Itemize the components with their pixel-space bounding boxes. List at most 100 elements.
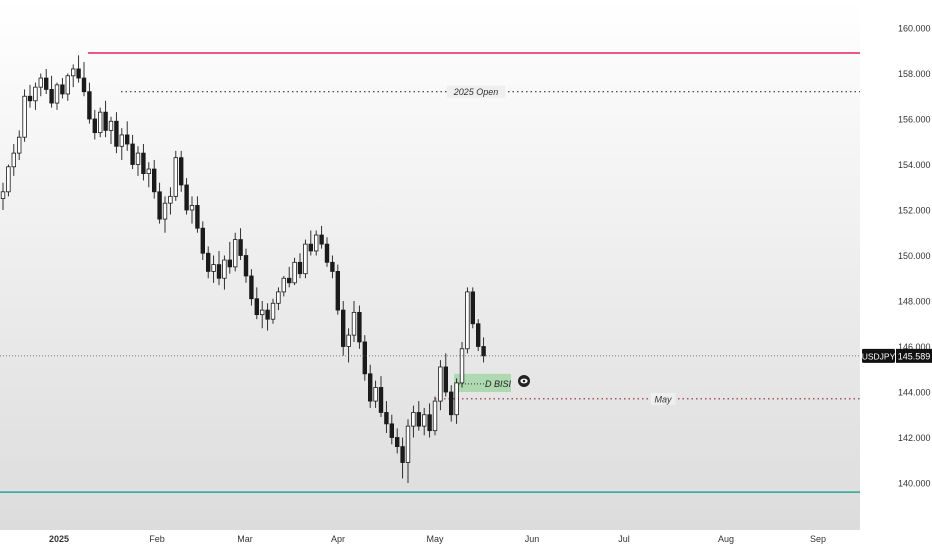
candle[interactable] [465,287,470,354]
candle[interactable] [168,187,173,215]
candle[interactable] [335,264,340,315]
candle[interactable] [178,150,184,192]
candle[interactable] [157,182,162,224]
candle[interactable] [313,230,319,256]
candle[interactable] [432,396,438,436]
candle[interactable] [27,84,33,108]
candle[interactable] [98,107,103,138]
price-axis[interactable]: 140.000 142.000 144.000 146.000 148.000 150.0… [898,24,931,489]
candle[interactable] [44,68,49,94]
candle[interactable] [38,73,43,97]
candle[interactable] [324,237,330,267]
candle[interactable] [411,405,416,438]
candle[interactable] [227,241,232,274]
candle[interactable] [200,221,205,261]
candle[interactable] [205,246,211,279]
candle-body [454,382,459,416]
candle[interactable] [319,225,324,249]
candle[interactable] [303,239,308,279]
candle-body [313,234,319,252]
candle[interactable] [330,255,335,279]
candle[interactable] [76,55,81,83]
candle[interactable] [276,287,281,311]
candle[interactable] [92,109,97,140]
candle[interactable] [114,112,119,154]
candle-body [384,412,389,425]
candle[interactable] [81,62,87,97]
candle[interactable] [216,250,222,286]
candle[interactable] [448,385,454,422]
candle[interactable] [238,228,243,261]
candle[interactable] [259,301,265,329]
candle[interactable] [346,328,351,363]
candle[interactable] [367,364,373,408]
candle[interactable] [130,134,135,170]
candle[interactable] [60,78,65,99]
candle[interactable] [125,121,130,151]
candle[interactable] [416,401,421,431]
candle[interactable] [141,144,146,181]
candle[interactable] [308,230,313,256]
candle[interactable] [270,298,276,324]
candle[interactable] [389,414,394,445]
candle[interactable] [232,232,238,272]
candle[interactable] [54,82,60,110]
candle[interactable] [443,353,448,397]
candle[interactable] [22,89,27,142]
candle[interactable] [49,75,54,108]
candle[interactable] [16,130,22,160]
candle[interactable] [162,196,168,233]
candle[interactable] [33,82,38,110]
candle[interactable] [297,253,303,279]
symbol-tag[interactable] [862,348,895,363]
candle[interactable] [103,100,108,138]
candle[interactable] [119,128,124,160]
candle[interactable] [362,335,367,381]
time-axis[interactable]: 2025 Feb Mar Apr May Jun Jul Aug Sep [49,534,826,544]
candle[interactable] [195,196,200,233]
candle[interactable] [243,248,249,283]
candle[interactable] [6,164,11,197]
candle[interactable] [135,146,141,176]
candle[interactable] [394,428,400,454]
candle[interactable] [281,275,286,297]
candle[interactable] [438,360,443,411]
candle[interactable] [427,403,432,438]
candle[interactable] [146,162,151,188]
candle[interactable] [470,287,475,329]
candle[interactable] [378,376,384,418]
candle[interactable] [454,378,459,424]
last-price-tag[interactable] [896,348,932,363]
candle[interactable] [357,305,362,349]
candle[interactable] [87,82,92,124]
candle[interactable] [189,196,195,224]
candle[interactable] [340,301,346,356]
candle[interactable] [151,159,157,199]
candle[interactable] [211,255,216,283]
eye-icon[interactable] [518,375,530,387]
candle[interactable] [286,266,292,288]
bisi-zone[interactable] [454,373,511,392]
candle[interactable] [459,341,465,388]
candle[interactable] [384,401,389,433]
candle[interactable] [265,303,270,331]
candle[interactable] [249,269,254,306]
candle[interactable] [475,319,481,352]
candle[interactable] [405,419,411,483]
candle[interactable] [173,150,178,201]
candle[interactable] [184,178,189,215]
candle[interactable] [11,144,16,176]
candle[interactable] [222,255,227,290]
candle[interactable] [421,407,427,436]
candle[interactable] [108,116,114,145]
candle[interactable] [65,73,70,101]
candle[interactable] [0,182,6,210]
candle[interactable] [71,64,76,88]
candle[interactable] [292,257,297,286]
candle[interactable] [351,301,357,342]
candle[interactable] [400,437,405,479]
candle[interactable] [254,287,259,320]
candle[interactable] [373,380,378,408]
